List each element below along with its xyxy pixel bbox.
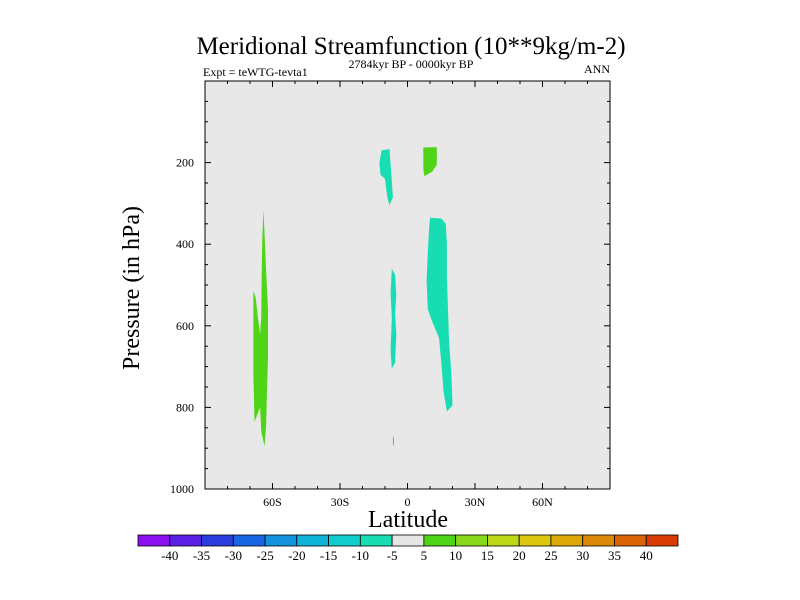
colorbar-swatch <box>582 534 615 547</box>
y-tick-label: 800 <box>176 400 194 414</box>
colorbar-swatch <box>328 534 361 547</box>
x-tick-label: 30S <box>331 495 350 509</box>
colorbar-label: -35 <box>193 548 210 563</box>
y-tick-label: 200 <box>176 156 194 170</box>
colorbar-swatch <box>137 534 171 547</box>
y-tick-label: 600 <box>176 319 194 333</box>
plot-background <box>205 81 610 489</box>
period-label: 2784kyr BP - 0000kyr BP <box>349 57 474 71</box>
colorbar-swatch <box>391 534 425 547</box>
colorbar-swatch <box>614 534 647 547</box>
colorbar-swatch <box>296 534 329 547</box>
colorbar <box>137 534 679 547</box>
contour-region-3 <box>426 217 453 412</box>
chart-title: Meridional Streamfunction (10**9kg/m-2) <box>196 33 625 60</box>
colorbar-swatch <box>232 534 266 547</box>
contour-region-2 <box>390 268 397 369</box>
colorbar-label: 5 <box>421 548 428 563</box>
colorbar-label: 15 <box>481 548 494 563</box>
x-axis-label: Latitude <box>368 507 448 533</box>
y-tick-labels: 200 400 600 800 1000 <box>170 156 194 496</box>
y-axis-label: Pressure (in hPa) <box>119 206 145 370</box>
x-tick-label: 0 <box>405 495 411 509</box>
colorbar-label: -15 <box>320 548 337 563</box>
colorbar-label: -30 <box>225 548 242 563</box>
x-tick-label: 30N <box>465 495 486 509</box>
colorbar-label: -10 <box>352 548 369 563</box>
x-tick-label: 60S <box>263 495 282 509</box>
colorbar-swatch <box>487 534 520 547</box>
colorbar-label: -40 <box>161 548 178 563</box>
x-tick-label: 60N <box>532 495 553 509</box>
colorbar-swatch <box>645 534 679 547</box>
colorbar-swatch <box>169 534 202 547</box>
axis-ticks <box>205 81 610 489</box>
y-tick-label: 400 <box>176 237 194 251</box>
colorbar-swatch <box>201 534 234 547</box>
plot-area <box>204 80 611 490</box>
colorbar-swatch <box>455 534 488 547</box>
colorbar-label: -20 <box>288 548 305 563</box>
colorbar-label: -25 <box>256 548 273 563</box>
colorbar-swatch <box>359 534 393 547</box>
contour-region-4 <box>392 436 394 447</box>
colorbar-label: 20 <box>513 548 526 563</box>
colorbar-label: 30 <box>576 548 589 563</box>
contour-regions <box>253 147 453 447</box>
contour-region-1 <box>379 149 393 206</box>
colorbar-labels: -40 -35 -30 -25 -20 -15 -10 -5 5 10 15 20 25 30 35 40 <box>161 548 653 563</box>
colorbar-label: 25 <box>544 548 557 563</box>
experiment-label: Expt = teWTG-tevta1 <box>203 65 308 79</box>
colorbar-label: -5 <box>387 548 398 563</box>
x-tick-labels: 60S 30S 0 30N 60N <box>263 495 553 509</box>
colorbar-swatch <box>423 534 457 547</box>
colorbar-swatch <box>264 534 298 547</box>
colorbar-label: 35 <box>608 548 621 563</box>
colorbar-swatch <box>550 534 584 547</box>
plot-frame <box>204 80 611 490</box>
colorbar-label: 10 <box>449 548 462 563</box>
contour-region-5 <box>423 147 437 177</box>
y-tick-label: 1000 <box>170 482 194 496</box>
colorbar-swatch <box>518 534 552 547</box>
season-label: ANN <box>584 62 610 76</box>
contour-region-6 <box>253 209 268 447</box>
colorbar-label: 40 <box>640 548 653 563</box>
